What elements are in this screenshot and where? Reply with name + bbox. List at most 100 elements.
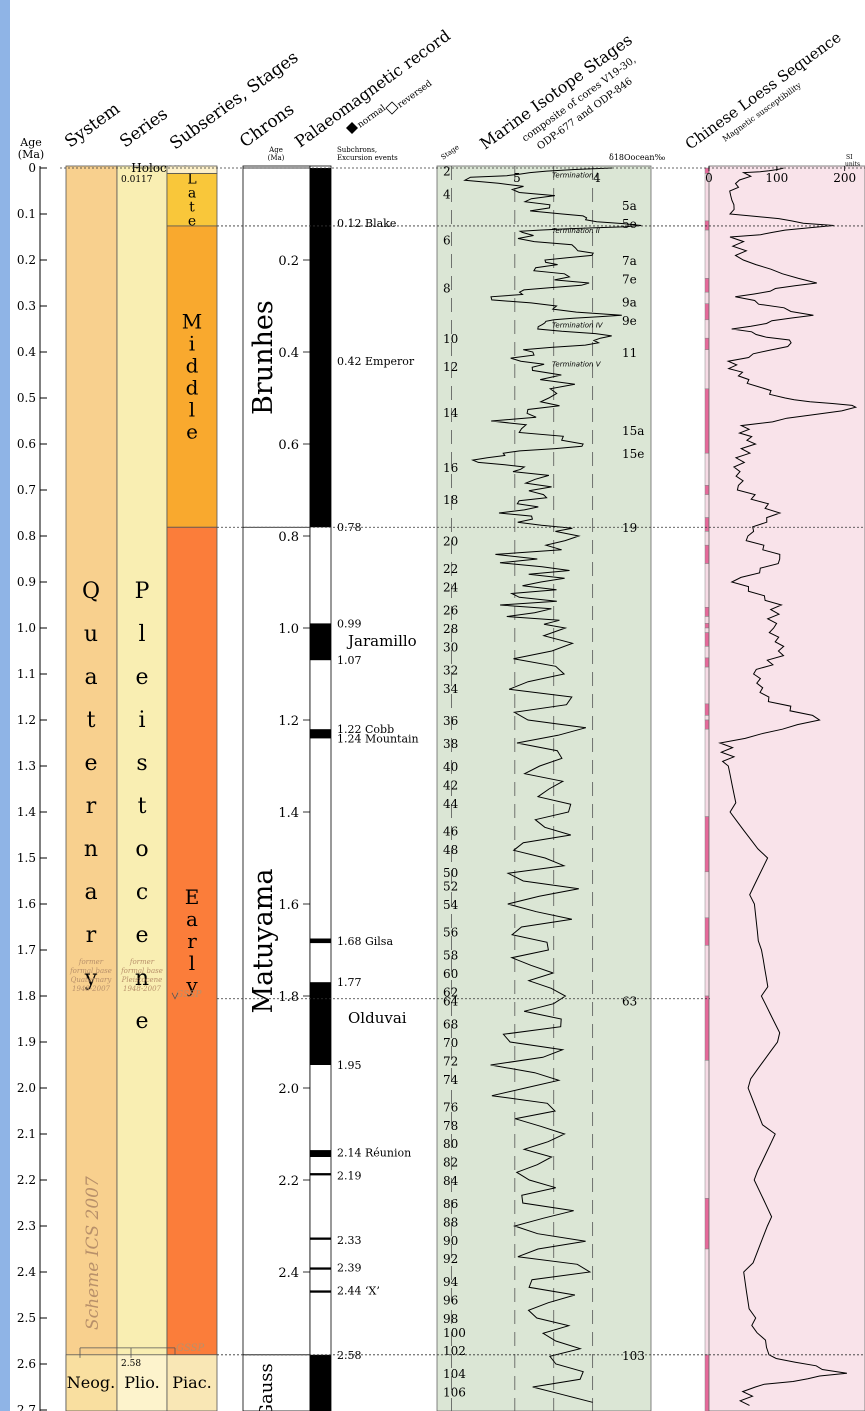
stage-label-letter: t [189, 200, 195, 216]
chron-tick-label: 2.2 [278, 1174, 299, 1189]
age-tick-label: 0.5 [17, 391, 36, 405]
mis-stage-label: 72 [443, 1054, 458, 1068]
mis-substage-label: 15e [622, 447, 644, 461]
mis-stage-label: 58 [443, 949, 458, 963]
mis-substage-label: 7e [622, 272, 637, 286]
subchron-label: 1.68 Gilsa [337, 935, 393, 948]
age-tick-label: 2.7 [17, 1403, 36, 1411]
gssp-base-label: GSSP [176, 1343, 205, 1354]
age-tick-label: 2.0 [17, 1081, 36, 1095]
mis-stage-label: 28 [443, 622, 458, 636]
normal-polarity-interval [310, 1173, 331, 1176]
normal-polarity-interval [310, 1267, 331, 1270]
age-tick-label: 0.3 [17, 299, 36, 313]
former-note-line-4: 1948-2007 [72, 985, 111, 993]
mis-stage-label: 82 [443, 1156, 458, 1170]
mis-stage-label: 62 [443, 985, 458, 999]
label-letter: l [138, 622, 145, 647]
mis-stage-label: 36 [443, 714, 458, 728]
scheme-ics-2007-label: Scheme ICS 2007 [83, 1176, 103, 1330]
termination-label: Termination IV [552, 321, 604, 329]
former-note-line-1: former [78, 958, 104, 966]
mis-stage-label: 22 [443, 562, 458, 576]
label-letter: u [84, 622, 98, 647]
stage-label-letter: a [188, 186, 196, 202]
stage-label-letter: r [187, 929, 197, 953]
stage-label-letter: E [185, 885, 200, 909]
subchron-label: 0.42 Emperor [337, 355, 415, 368]
stage-label-letter: L [187, 172, 196, 188]
chron-tick-label: 0.4 [278, 346, 299, 361]
termination-label: Termination II [552, 227, 600, 235]
normal-polarity-interval [310, 168, 331, 528]
chron-tick-label: 2.4 [278, 1266, 299, 1281]
series-former-base-note: former formal base Pleistocene 1948-2007 [120, 958, 163, 993]
d18o-tick-label: 4 [593, 171, 601, 185]
label-letter: e [135, 1009, 148, 1034]
system-former-base-note: former formal base Quaternary 1948-2007 [69, 958, 112, 993]
mis-stage-label: 88 [443, 1215, 458, 1229]
normal-polarity-intervals [310, 168, 331, 1411]
subchron-label: 0.99 [337, 617, 362, 630]
ms-tick-label: 200 [833, 171, 856, 185]
chron-age-header: Age [268, 146, 283, 154]
label-letter: a [84, 880, 97, 905]
subchron-label: 2.44 ‘X’ [337, 1284, 380, 1297]
mis-stage-label: 4 [443, 187, 451, 201]
stage-label: Piac. [172, 1373, 211, 1392]
mis-stage-label: 32 [443, 663, 458, 677]
d18o-curve [463, 167, 642, 1403]
column-headers: Age (Ma) System Series Subseries, Stages… [18, 26, 845, 162]
normal-polarity-interval [310, 938, 331, 944]
mis-gridlines [451, 166, 594, 1411]
series-label: Pleistocene [135, 579, 150, 1034]
mis-stage-label: 78 [443, 1119, 458, 1133]
gssp-arrows [79, 992, 179, 1358]
normal-polarity-interval [310, 729, 331, 739]
mis-stage-label: 104 [443, 1367, 466, 1381]
age-tick-label: 2.3 [17, 1219, 36, 1233]
stage-band [166, 526, 218, 1356]
subchron-label: 1.24 Mountain [337, 732, 419, 745]
mis-substage-label: 103 [622, 1349, 645, 1363]
chron-age-header-unit: (Ma) [268, 154, 285, 162]
stage-band [166, 1354, 218, 1411]
subchron-label: 2.58 [337, 1349, 362, 1362]
stage-label-letter: y [185, 973, 198, 997]
reversed-legend-label: reversed [396, 79, 434, 111]
mis-stage-label: 6 [443, 233, 451, 247]
chron-tick-label: 1.6 [278, 898, 299, 913]
age-header-unit: (Ma) [18, 148, 44, 161]
mis-stage-label: 16 [443, 461, 458, 475]
chrons-band [242, 165, 311, 1411]
d18o-tick-label: 5 [513, 171, 521, 185]
system-header: System [61, 99, 124, 152]
ms-tick-label: 0 [705, 171, 713, 185]
stage-label-letter: l [189, 951, 195, 975]
mis-stage-label: 38 [443, 737, 458, 751]
ms-tick-label: 100 [765, 171, 788, 185]
age-tick-label: 2.4 [17, 1265, 36, 1279]
mis-stage-label: 102 [443, 1344, 466, 1358]
mis-stage-label: 2 [443, 164, 451, 178]
age-tick-label: 0.8 [17, 529, 36, 543]
mis-stage-label: 40 [443, 760, 458, 774]
subchron-label: 1.22 Cobb [337, 723, 394, 736]
system-quaternary-band [65, 165, 118, 1411]
subchron-label: Jaramillo [346, 632, 417, 650]
subchrons-header-sub: Excursion events [337, 154, 398, 162]
label-letter: t [87, 708, 96, 733]
label-letter: t [138, 794, 147, 819]
mis-stage-label: 70 [443, 1036, 458, 1050]
mis-substage-label: 5a [622, 199, 637, 213]
subseries-header: Subseries, Stages [166, 48, 302, 155]
mis-stage-label: 20 [443, 535, 458, 549]
subchron-label: 1.07 [337, 654, 362, 667]
mis-stage-label: 18 [443, 493, 458, 507]
stage-label-letter: M [182, 310, 202, 334]
chron-tick-label: 1.0 [278, 622, 299, 637]
termination-label: Termination V [552, 361, 602, 369]
chron-tick-label: 0.6 [278, 438, 299, 453]
